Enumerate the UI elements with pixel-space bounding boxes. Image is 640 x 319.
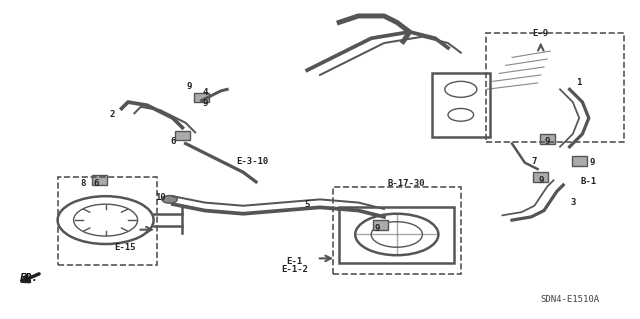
- Text: 1: 1: [577, 78, 582, 87]
- Text: 6: 6: [93, 179, 99, 188]
- Bar: [486, 33, 624, 142]
- Text: E-9: E-9: [532, 29, 549, 38]
- Text: 4: 4: [202, 88, 207, 97]
- Text: E-1-2: E-1-2: [281, 265, 308, 274]
- Text: 9: 9: [545, 137, 550, 146]
- Bar: [540, 134, 555, 144]
- Bar: [333, 187, 461, 274]
- Bar: [175, 131, 190, 140]
- Text: E-1: E-1: [286, 257, 303, 266]
- Bar: [92, 175, 107, 185]
- Bar: [373, 220, 388, 230]
- Bar: [572, 156, 587, 166]
- Bar: [58, 177, 157, 265]
- Text: 9: 9: [375, 224, 380, 233]
- Text: 8: 8: [81, 179, 86, 188]
- Text: E-3-10: E-3-10: [237, 157, 269, 166]
- Bar: [339, 207, 454, 263]
- Text: E-15: E-15: [114, 243, 136, 252]
- Text: 3: 3: [570, 198, 575, 207]
- Text: 6: 6: [170, 137, 175, 146]
- Text: 9: 9: [186, 82, 191, 91]
- Text: 9: 9: [589, 158, 595, 167]
- Bar: [432, 73, 490, 137]
- Text: 7: 7: [532, 157, 537, 166]
- Text: 5: 5: [305, 200, 310, 209]
- Text: 2: 2: [109, 110, 115, 119]
- Bar: [194, 93, 209, 102]
- Text: 9: 9: [202, 99, 207, 108]
- Circle shape: [162, 196, 177, 203]
- Text: B-1: B-1: [580, 177, 597, 186]
- Text: 9: 9: [538, 176, 543, 185]
- Text: SDN4-E1510A: SDN4-E1510A: [540, 295, 599, 304]
- Text: FR.: FR.: [19, 272, 38, 283]
- Bar: [533, 172, 548, 182]
- Text: 10: 10: [155, 193, 165, 202]
- Text: B-17-30: B-17-30: [388, 179, 425, 188]
